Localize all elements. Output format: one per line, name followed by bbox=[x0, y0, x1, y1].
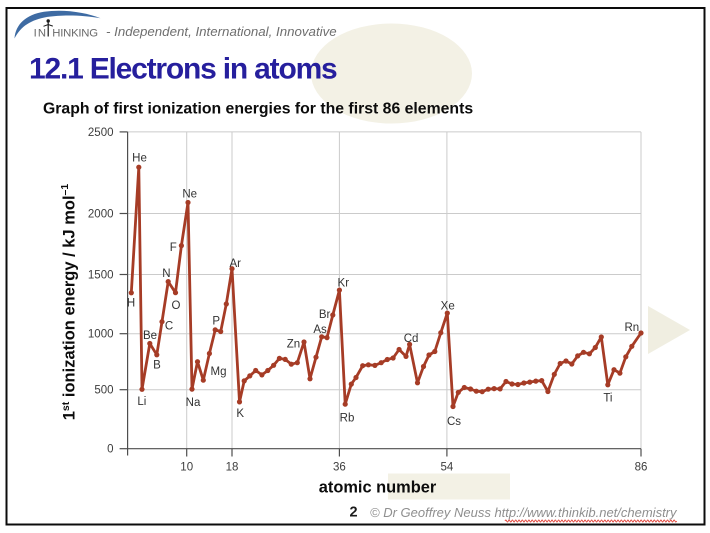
svg-text:Rb: Rb bbox=[340, 412, 355, 424]
svg-text:Mg: Mg bbox=[211, 366, 227, 378]
svg-text:© Dr Geoffrey Neuss http://www: © Dr Geoffrey Neuss http://www.thinkib.n… bbox=[370, 505, 678, 520]
svg-text:54: 54 bbox=[441, 462, 454, 474]
svg-text:500: 500 bbox=[94, 385, 113, 397]
svg-text:H: H bbox=[127, 298, 135, 310]
svg-text:Ti: Ti bbox=[603, 392, 612, 404]
svg-text:HINKING: HINKING bbox=[52, 27, 98, 39]
svg-text:Be: Be bbox=[143, 330, 157, 342]
svg-text:Ne: Ne bbox=[182, 188, 197, 200]
svg-text:Xe: Xe bbox=[441, 301, 455, 313]
svg-text:He: He bbox=[132, 153, 147, 165]
svg-text:Kr: Kr bbox=[338, 278, 350, 290]
svg-text:12.1 Electrons in atoms: 12.1 Electrons in atoms bbox=[29, 53, 337, 86]
svg-text:Cd: Cd bbox=[404, 333, 419, 345]
svg-text:O: O bbox=[172, 300, 181, 312]
svg-text:Ar: Ar bbox=[229, 258, 241, 270]
svg-text:K: K bbox=[236, 408, 244, 420]
svg-text:1st ionization energy / kJ mol: 1st ionization energy / kJ mol–1 bbox=[59, 184, 79, 421]
svg-text:Li: Li bbox=[137, 396, 146, 408]
svg-text:C: C bbox=[165, 321, 173, 333]
svg-text:0: 0 bbox=[107, 444, 113, 456]
svg-text:36: 36 bbox=[333, 462, 346, 474]
svg-text:atomic number: atomic number bbox=[319, 479, 437, 497]
svg-text:Rn: Rn bbox=[624, 322, 639, 334]
svg-text:As: As bbox=[313, 324, 327, 336]
svg-text:2500: 2500 bbox=[88, 127, 114, 139]
svg-text:1500: 1500 bbox=[88, 270, 114, 282]
svg-text:2: 2 bbox=[349, 505, 357, 521]
svg-text:IN: IN bbox=[34, 27, 47, 39]
svg-text:Br: Br bbox=[319, 309, 331, 321]
svg-text:Cs: Cs bbox=[447, 416, 461, 428]
svg-text:Zn: Zn bbox=[287, 338, 300, 350]
svg-text:86: 86 bbox=[635, 462, 648, 474]
svg-text:Na: Na bbox=[186, 397, 201, 409]
svg-text:Graph of first ionization ener: Graph of first ionization energies for t… bbox=[43, 101, 473, 118]
svg-text:10: 10 bbox=[180, 462, 193, 474]
svg-text:N: N bbox=[162, 268, 170, 280]
svg-text:- Independent, International,: - Independent, International, Innovative bbox=[106, 24, 337, 39]
svg-text:1000: 1000 bbox=[88, 329, 114, 341]
svg-text:F: F bbox=[170, 242, 177, 254]
svg-text:P: P bbox=[212, 315, 220, 327]
svg-text:18: 18 bbox=[226, 462, 239, 474]
svg-text:2000: 2000 bbox=[88, 209, 114, 221]
svg-text:B: B bbox=[153, 359, 161, 371]
